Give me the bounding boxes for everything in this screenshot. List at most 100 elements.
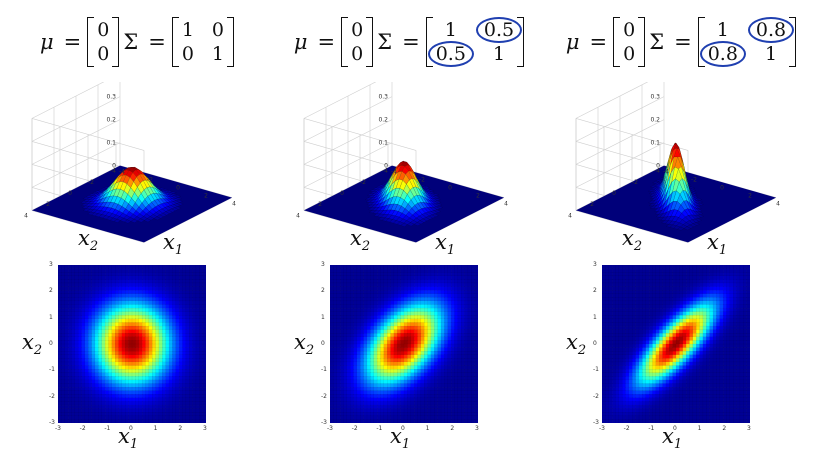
x1-tick-label: -4 (663, 169, 669, 176)
heatmap-cell (682, 268, 687, 273)
heatmap-cell (471, 322, 476, 327)
heatmap-cell (350, 343, 354, 349)
heatmap-cell (353, 318, 358, 323)
heatmap-cell (138, 336, 143, 341)
heatmap-cell (444, 386, 449, 392)
heatmap-cell (138, 325, 143, 331)
heatmap-cell (333, 365, 338, 370)
heatmap-cell (192, 275, 197, 280)
heatmap-cell (162, 293, 167, 298)
heatmap-cell (387, 297, 391, 302)
heatmap-cell (94, 333, 99, 338)
heatmap-cell (94, 293, 99, 298)
heatmap-cell (467, 376, 472, 381)
heatmap-cell (420, 315, 425, 320)
heatmap-cell (376, 361, 381, 366)
heatmap-cell (373, 322, 378, 327)
heatmap-cell (366, 318, 371, 323)
heatmap-cell (427, 347, 432, 352)
heatmap-cell (98, 293, 103, 298)
heatmap-cell (387, 340, 391, 345)
heatmap-cell (175, 397, 180, 402)
heatmap-cell (397, 318, 402, 323)
heatmap-cell (189, 415, 193, 420)
heatmap-cell (162, 307, 167, 313)
heatmap-cell (94, 358, 99, 363)
heatmap-cell (64, 394, 69, 399)
heatmap-cell (168, 307, 173, 313)
heatmap-cell (343, 286, 348, 291)
heatmap-cell (387, 394, 391, 399)
heatmap-cell (350, 293, 354, 298)
heatmap-cell (168, 265, 173, 270)
heatmap-cell (182, 275, 187, 280)
heatmap-cell (413, 365, 418, 370)
heatmap-cell (353, 286, 358, 291)
heatmap-cell (353, 383, 358, 388)
sigma-symbol: Σ (123, 30, 139, 54)
heatmap-cell (336, 307, 341, 313)
heatmap-cell (155, 315, 160, 320)
z-tick-label: 0.1 (378, 140, 388, 147)
heatmap-cell (152, 279, 156, 284)
heatmap-cell (376, 419, 381, 423)
heatmap-cell (175, 265, 180, 270)
heatmap-cell (376, 311, 381, 316)
heatmap-cell (178, 401, 183, 406)
heatmap-cell (370, 343, 375, 349)
heatmap-cell (172, 394, 177, 399)
heatmap-cell (333, 412, 338, 417)
heatmap-cell (67, 351, 72, 356)
heatmap-cell (400, 376, 405, 381)
heatmap-cell (393, 318, 398, 323)
axis-sub: 2 (89, 239, 99, 255)
heatmap-cell (397, 394, 402, 399)
heatmap-cell (81, 307, 86, 313)
heatmap-cell (74, 369, 79, 374)
heatmap-cell (467, 343, 472, 349)
heatmap-cell (61, 401, 66, 406)
heatmap-cell (118, 322, 123, 327)
heatmap-cell (115, 329, 119, 334)
heatmap-cell (363, 361, 368, 366)
heatmap-cell (189, 329, 193, 334)
heatmap-cell (202, 315, 206, 320)
heatmap-cell (175, 390, 180, 395)
heatmap-cell (393, 383, 398, 388)
heatmap-cell (655, 265, 660, 270)
heatmap-cell (454, 343, 459, 349)
heatmap-cell (403, 318, 408, 323)
heatmap-cell (148, 358, 153, 363)
heatmap-cell (111, 275, 116, 280)
heatmap-cell (162, 415, 167, 420)
heatmap-cell (81, 300, 86, 305)
heatmap-cell (135, 290, 140, 295)
heatmap-cell (346, 361, 351, 366)
heatmap-cell (189, 376, 193, 381)
heatmap-cell (333, 268, 338, 273)
heatmap-cell (175, 394, 180, 399)
heatmap-cell (380, 347, 385, 352)
heatmap-cell (336, 376, 341, 381)
heatmap-cell (400, 311, 405, 316)
heatmap-cell (182, 340, 187, 345)
heatmap-cell (195, 318, 200, 323)
heatmap-cell (440, 415, 445, 420)
heatmap-cell (78, 268, 82, 273)
heatmap-cell (440, 286, 445, 291)
heatmap-cell (64, 365, 69, 370)
heatmap-cell (685, 265, 690, 270)
heatmap-cell (464, 361, 469, 366)
heatmap-cell (135, 343, 140, 349)
heatmap-cell (417, 329, 422, 334)
heatmap-cell (145, 318, 150, 323)
heatmap-cell (168, 329, 173, 334)
heatmap-cell (88, 351, 93, 356)
heatmap-cell (450, 315, 455, 320)
heatmap-cell (410, 322, 415, 327)
heatmap-cell (363, 297, 368, 302)
heatmap-cell (195, 286, 200, 291)
heatmap-cell (353, 412, 358, 417)
heatmap-cell (350, 315, 354, 320)
heatmap-cell (413, 297, 418, 302)
